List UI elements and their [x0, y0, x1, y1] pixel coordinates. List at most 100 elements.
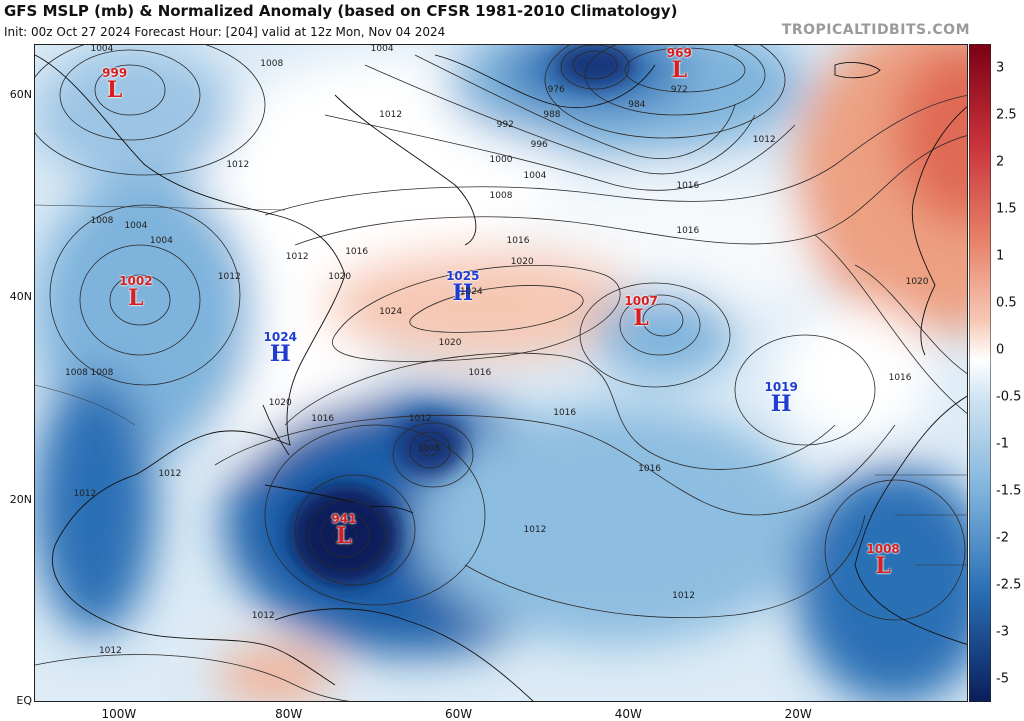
isobar-value-label: 1016	[638, 464, 662, 475]
isobar-value-label: 1012	[379, 109, 403, 120]
isobar-low-941-ring5	[264, 424, 486, 606]
isobar-1012-arc	[214, 414, 896, 516]
isobar-low-1002-ring2	[79, 244, 201, 356]
isobar-low-1002-ring3	[49, 204, 241, 386]
system-type-letter: L	[633, 305, 649, 332]
isobar-1012-tropics	[464, 514, 866, 618]
low-pressure-marker: 969 L	[667, 47, 692, 81]
high-pressure-marker: 1019 H	[764, 381, 797, 415]
low-pressure-marker: 1002 L	[119, 275, 152, 309]
colorbar-tick-label: 1	[996, 248, 1005, 263]
isobar-value-label: 1020	[510, 256, 534, 267]
isobar-value-label: 984	[628, 99, 646, 110]
colorbar-tick-label: 2.5	[996, 107, 1017, 122]
isobar-value-label: 1004	[523, 170, 547, 181]
isobar-value-label: 1008	[260, 59, 284, 70]
isobar-value-label: 1016	[676, 180, 700, 191]
isobars	[35, 45, 967, 701]
lat-label: 20N	[9, 492, 32, 506]
anomaly-positive-europe-core	[895, 45, 967, 225]
isobar-low-999-ring3	[35, 45, 266, 176]
coastline-cuba	[264, 484, 356, 504]
colorbar-tick-label: -5	[996, 671, 1009, 686]
isobar-value-label: 1012	[73, 489, 97, 500]
coastline-europe	[911, 106, 967, 356]
isobar-value-label: 1004	[90, 44, 114, 55]
high-pressure-marker: 1024 H	[264, 331, 297, 365]
anomaly-positive-south-america	[215, 645, 335, 701]
lon-label: 100W	[101, 707, 137, 721]
isobar-value-label: 1008	[90, 368, 114, 378]
isobar-value-label: 1004	[124, 221, 148, 232]
isobar-value-label: 1016	[676, 226, 700, 237]
country-borders	[35, 204, 967, 566]
map-title: GFS MSLP (mb) & Normalized Anomaly (base…	[4, 2, 678, 20]
anomaly-neutral-east-atlantic	[775, 305, 935, 445]
isobar-low-north-ring3	[392, 422, 474, 488]
isobar-value-label: 1024	[379, 307, 403, 318]
isobar-1016-north	[294, 135, 967, 246]
map-panel	[34, 44, 968, 702]
system-type-letter: L	[106, 77, 123, 104]
lon-label: 20W	[784, 707, 812, 721]
colorbar-tick-label: -1.5	[996, 483, 1022, 498]
isobar-value-label: 1008	[489, 190, 513, 201]
coastline-hispaniola	[369, 505, 414, 514]
isobar-value-label: 1016	[468, 368, 492, 378]
isobar-1020-europe	[854, 264, 967, 375]
lon-label: 40W	[614, 707, 642, 721]
colorbar-tick-label: -3	[996, 624, 1009, 639]
isobar-low-941-ring2	[320, 512, 370, 558]
high-pressure-marker: 1025 H	[446, 270, 479, 304]
lat-label: EQ	[16, 694, 32, 707]
system-pressure-value: 941	[331, 511, 357, 526]
lat-label: 60N	[9, 87, 32, 101]
isobar-low-1008-africa	[824, 479, 966, 621]
brand-watermark: TROPICALTIDBITS.COM	[781, 22, 970, 38]
isobar-value-label: 1020	[268, 398, 292, 409]
low-pressure-marker: 999 L	[102, 67, 127, 101]
isobar-value-label: 972	[670, 84, 688, 95]
isobar-low-969-ring2	[584, 45, 766, 116]
isobar-low-999-ring2	[59, 49, 201, 141]
isobar-value-label: 976	[547, 84, 565, 95]
system-type-letter: H	[269, 340, 291, 367]
isobar-value-label: 1016	[888, 373, 912, 384]
system-type-letter: H	[452, 279, 474, 306]
lat-label: 40N	[9, 290, 32, 304]
isobar-low-north-ring2	[409, 431, 451, 469]
colorbar-tick-label: -2.5	[996, 577, 1022, 592]
isobar-low-1002-ring1	[109, 274, 171, 326]
isobar-low-969-ring3	[544, 45, 786, 139]
isobar-low-999-ring1	[94, 64, 166, 116]
isobar-value-label: 1020	[905, 276, 929, 287]
anomaly-negative-central-low	[595, 290, 735, 380]
isobar-value-label: 1004	[149, 236, 173, 247]
isobar-1008-north	[324, 114, 796, 191]
lon-label: 80W	[275, 707, 303, 721]
system-type-letter: L	[875, 553, 891, 580]
coastline-north-america	[35, 54, 346, 686]
isobar-1016-arc	[284, 352, 836, 470]
colorbar-tick-label: 1.5	[996, 201, 1017, 216]
map-canvas	[35, 45, 967, 701]
system-pressure-value: 1002	[119, 274, 153, 288]
isobar-value-label: 1004	[370, 44, 394, 55]
colorbar-tick-label: -1	[996, 436, 1009, 451]
isobar-value-label: 1012	[672, 590, 695, 601]
system-type-letter: H	[770, 391, 792, 418]
anomaly-negative-subtropics	[415, 405, 815, 645]
isobar-value-label: 1024	[459, 287, 483, 297]
anomaly-positive-north-atlantic	[325, 250, 645, 360]
isobar-1004-north	[364, 64, 756, 175]
isobar-1012-north	[264, 95, 967, 216]
isobar-value-label: 1012	[98, 646, 122, 657]
system-pressure-value: 1007	[624, 294, 658, 309]
system-pressure-value: 1019	[764, 380, 798, 395]
colorbar-tick-label: 0.5	[996, 295, 1017, 310]
isobar-value-label: 1020	[328, 271, 352, 282]
colorbar-tick-label: 2	[996, 154, 1005, 169]
isobar-high-1020-ring	[332, 265, 621, 362]
isobar-high-1024-ring	[409, 285, 584, 333]
isobar-value-label: 992	[496, 119, 514, 130]
